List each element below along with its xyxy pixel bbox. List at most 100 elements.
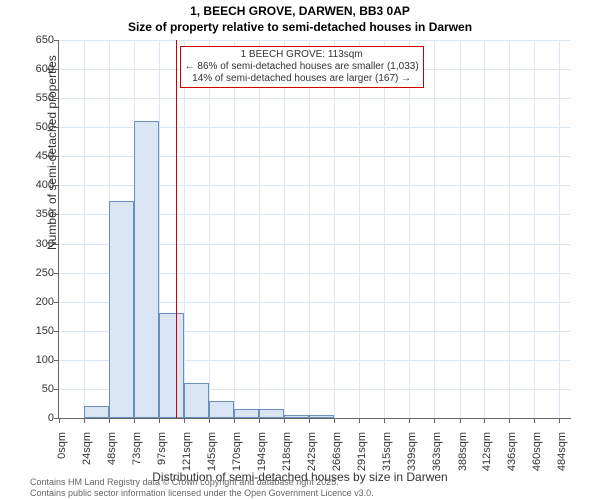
chart-container: 1, BEECH GROVE, DARWEN, BB3 0AP Size of … bbox=[0, 0, 600, 500]
xtick-mark bbox=[509, 418, 510, 423]
xtick-label: 436sqm bbox=[506, 432, 518, 482]
histogram-bar bbox=[234, 409, 259, 418]
gridline-v bbox=[284, 40, 285, 418]
gridline-v bbox=[460, 40, 461, 418]
ytick-mark bbox=[54, 156, 59, 157]
gridline-v bbox=[84, 40, 85, 418]
ytick-label: 600 bbox=[14, 63, 54, 75]
ytick-label: 0 bbox=[14, 412, 54, 424]
histogram-bar bbox=[309, 415, 334, 418]
ytick-label: 450 bbox=[14, 150, 54, 162]
gridline-v bbox=[359, 40, 360, 418]
gridline-v bbox=[234, 40, 235, 418]
annotation-line1: 1 BEECH GROVE: 113sqm bbox=[185, 49, 419, 61]
xtick-label: 48sqm bbox=[106, 432, 118, 482]
ytick-mark bbox=[54, 244, 59, 245]
xtick-label: 194sqm bbox=[256, 432, 268, 482]
ytick-mark bbox=[54, 127, 59, 128]
gridline-v bbox=[309, 40, 310, 418]
annotation-line2: ← 86% of semi-detached houses are smalle… bbox=[185, 61, 419, 73]
histogram-bar bbox=[109, 201, 135, 418]
ytick-mark bbox=[54, 98, 59, 99]
xtick-mark bbox=[359, 418, 360, 423]
histogram-bar bbox=[259, 409, 284, 418]
histogram-bar bbox=[184, 383, 209, 418]
ytick-mark bbox=[54, 331, 59, 332]
ytick-mark bbox=[54, 40, 59, 41]
chart-title-line1: 1, BEECH GROVE, DARWEN, BB3 0AP bbox=[0, 4, 600, 18]
gridline-v bbox=[384, 40, 385, 418]
xtick-mark bbox=[159, 418, 160, 423]
ytick-label: 500 bbox=[14, 121, 54, 133]
xtick-label: 363sqm bbox=[431, 432, 443, 482]
xtick-mark bbox=[409, 418, 410, 423]
ytick-mark bbox=[54, 273, 59, 274]
xtick-mark bbox=[134, 418, 135, 423]
xtick-label: 121sqm bbox=[181, 432, 193, 482]
xtick-label: 24sqm bbox=[81, 432, 93, 482]
xtick-label: 97sqm bbox=[156, 432, 168, 482]
xtick-mark bbox=[334, 418, 335, 423]
gridline-h bbox=[59, 40, 571, 41]
xtick-mark bbox=[259, 418, 260, 423]
xtick-label: 218sqm bbox=[281, 432, 293, 482]
xtick-mark bbox=[384, 418, 385, 423]
ytick-label: 100 bbox=[14, 354, 54, 366]
plot-area: Number of semi-detached properties 1 BEE… bbox=[58, 40, 571, 419]
xtick-label: 291sqm bbox=[356, 432, 368, 482]
histogram-bar bbox=[284, 415, 309, 418]
xtick-label: 266sqm bbox=[331, 432, 343, 482]
xtick-mark bbox=[109, 418, 110, 423]
gridline-v bbox=[559, 40, 560, 418]
xtick-mark bbox=[234, 418, 235, 423]
ytick-label: 50 bbox=[14, 383, 54, 395]
xtick-mark bbox=[460, 418, 461, 423]
ytick-mark bbox=[54, 302, 59, 303]
xtick-mark bbox=[534, 418, 535, 423]
ytick-label: 650 bbox=[14, 34, 54, 46]
ytick-mark bbox=[54, 389, 59, 390]
gridline-v bbox=[409, 40, 410, 418]
gridline-v bbox=[334, 40, 335, 418]
gridline-v bbox=[534, 40, 535, 418]
gridline-v bbox=[484, 40, 485, 418]
annotation-box: 1 BEECH GROVE: 113sqm← 86% of semi-detac… bbox=[180, 46, 424, 88]
xtick-label: 412sqm bbox=[481, 432, 493, 482]
ytick-label: 250 bbox=[14, 267, 54, 279]
ytick-mark bbox=[54, 214, 59, 215]
ytick-label: 300 bbox=[14, 238, 54, 250]
chart-title-line2: Size of property relative to semi-detach… bbox=[0, 20, 600, 34]
gridline-v bbox=[184, 40, 185, 418]
ytick-label: 150 bbox=[14, 325, 54, 337]
ytick-mark bbox=[54, 69, 59, 70]
histogram-bar bbox=[134, 121, 159, 418]
gridline-h bbox=[59, 98, 571, 99]
xtick-label: 73sqm bbox=[131, 432, 143, 482]
xtick-mark bbox=[59, 418, 60, 423]
ytick-mark bbox=[54, 360, 59, 361]
xtick-mark bbox=[209, 418, 210, 423]
histogram-bar bbox=[159, 313, 184, 418]
xtick-label: 388sqm bbox=[457, 432, 469, 482]
xtick-mark bbox=[284, 418, 285, 423]
xtick-label: 0sqm bbox=[56, 432, 68, 482]
ytick-label: 200 bbox=[14, 296, 54, 308]
xtick-label: 170sqm bbox=[231, 432, 243, 482]
ytick-label: 400 bbox=[14, 179, 54, 191]
xtick-mark bbox=[434, 418, 435, 423]
ytick-label: 350 bbox=[14, 208, 54, 220]
xtick-label: 460sqm bbox=[531, 432, 543, 482]
xtick-mark bbox=[484, 418, 485, 423]
annotation-line3: 14% of semi-detached houses are larger (… bbox=[185, 73, 419, 85]
xtick-label: 242sqm bbox=[306, 432, 318, 482]
gridline-v bbox=[259, 40, 260, 418]
xtick-label: 315sqm bbox=[381, 432, 393, 482]
gridline-v bbox=[509, 40, 510, 418]
gridline-v bbox=[434, 40, 435, 418]
xtick-label: 484sqm bbox=[556, 432, 568, 482]
xtick-label: 339sqm bbox=[406, 432, 418, 482]
xtick-mark bbox=[559, 418, 560, 423]
histogram-bar bbox=[209, 401, 235, 418]
xtick-mark bbox=[84, 418, 85, 423]
xtick-mark bbox=[184, 418, 185, 423]
